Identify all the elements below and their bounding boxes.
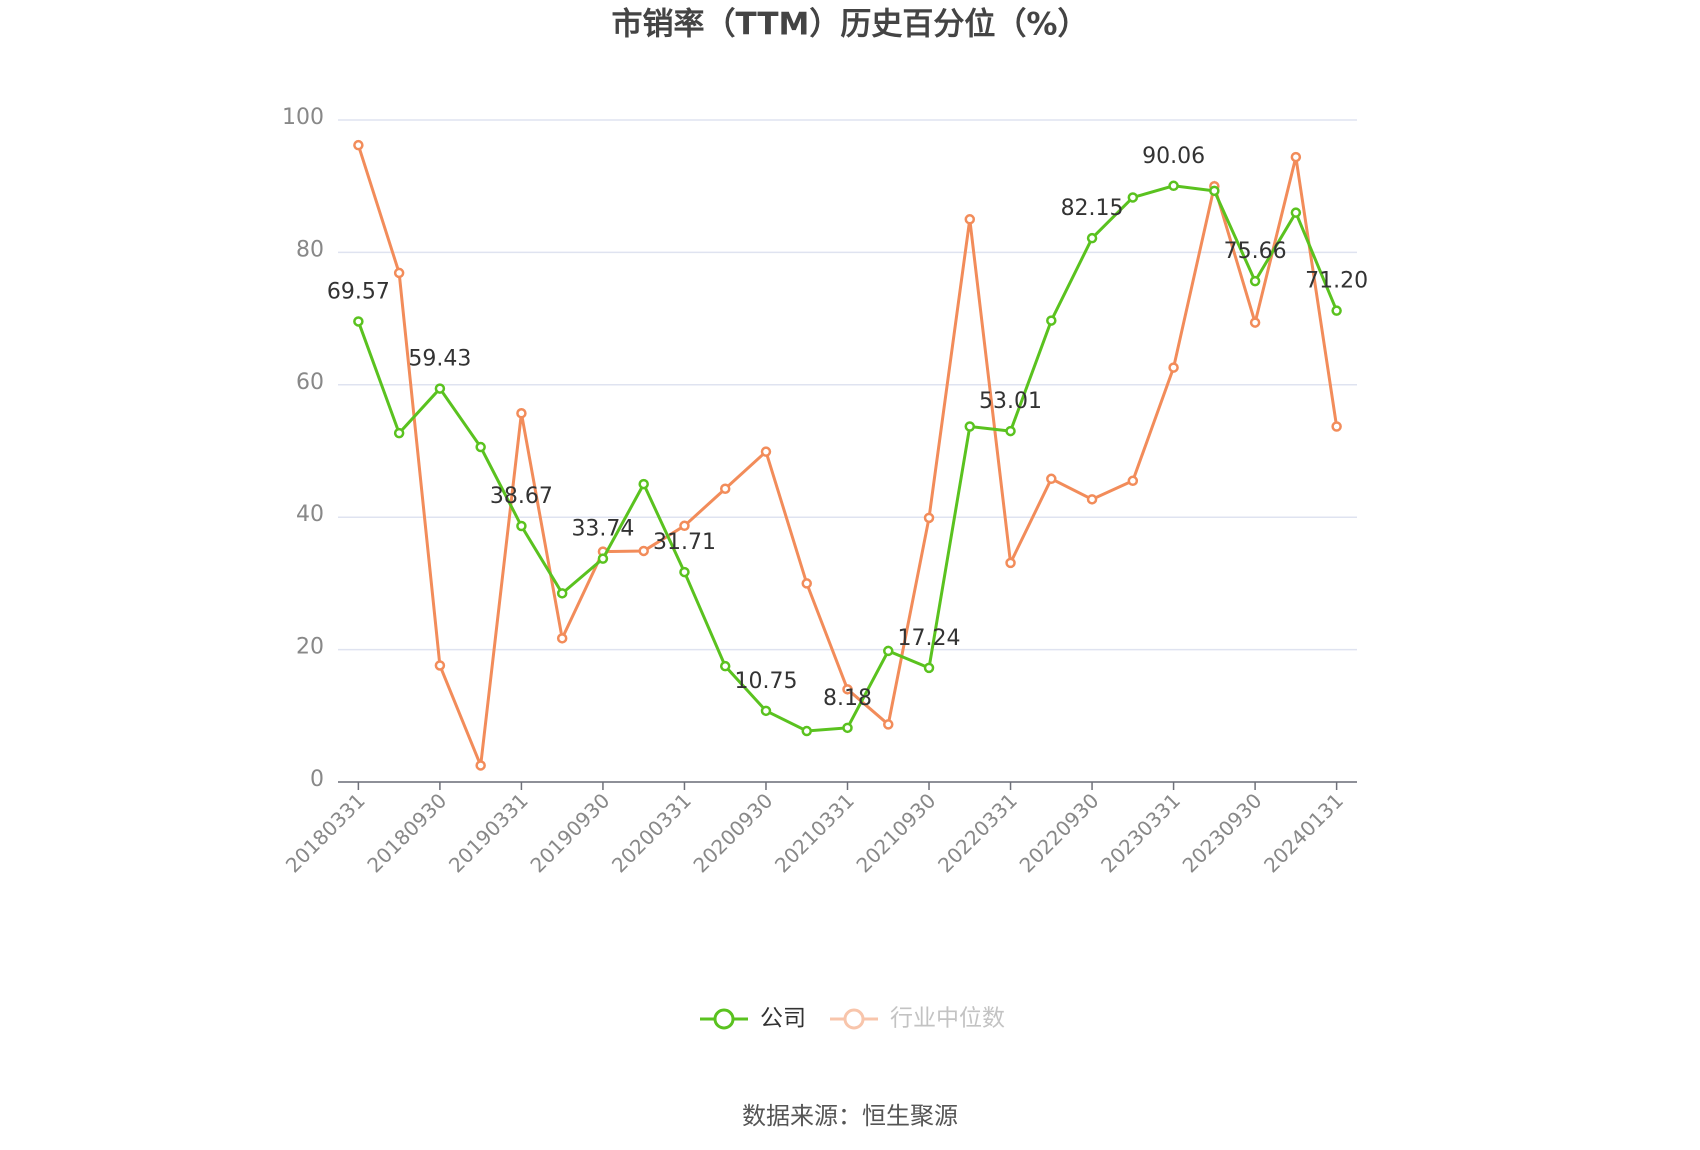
data-point <box>556 588 568 599</box>
data-point <box>638 545 649 557</box>
x-tick-label: 20240131 <box>1259 788 1348 877</box>
data-point <box>638 478 649 490</box>
x-tick-label: 20190930 <box>525 788 614 877</box>
data-point <box>393 427 405 439</box>
data-point <box>353 139 364 151</box>
legend-marker <box>713 1008 735 1030</box>
data-point <box>842 684 853 695</box>
data-point <box>719 483 731 494</box>
data-point <box>1249 275 1261 287</box>
chart-title: 市销率（TTM）历史百分位（%） <box>612 7 1089 43</box>
data-label: 53.01 <box>979 389 1042 414</box>
data-point <box>679 520 690 532</box>
data-point <box>760 705 772 717</box>
legend-marker <box>843 1008 865 1030</box>
legend-item[interactable]: 行业中位数 <box>830 1006 1005 1032</box>
data-point <box>475 441 486 453</box>
data-point <box>434 383 446 394</box>
data-point <box>1046 473 1057 485</box>
data-point <box>883 645 894 657</box>
x-tick-label: 20220331 <box>933 788 1022 877</box>
series-line <box>356 144 1339 767</box>
data-point <box>679 566 690 578</box>
source-note: 数据来源：恒生聚源 <box>742 1102 958 1130</box>
data-label: 75.66 <box>1224 239 1287 264</box>
data-point <box>1331 305 1342 316</box>
data-point <box>1005 425 1016 437</box>
data-point <box>556 633 568 644</box>
x-tick-label: 20230930 <box>1178 788 1267 877</box>
data-point <box>597 553 609 564</box>
y-tick-label: 80 <box>296 237 324 262</box>
y-tick-label: 0 <box>310 767 324 792</box>
x-tick-label: 20210930 <box>851 788 940 877</box>
data-point <box>923 662 935 674</box>
data-label: 59.43 <box>408 347 471 372</box>
data-point <box>883 719 894 730</box>
legend-label: 行业中位数 <box>890 1006 1005 1032</box>
x-tick-label: 20190331 <box>444 788 533 877</box>
data-label: 10.75 <box>734 669 797 694</box>
x-tick-label: 20220930 <box>1015 788 1104 877</box>
data-point <box>801 578 812 589</box>
data-point <box>1168 180 1179 192</box>
x-tick-label: 20180331 <box>281 788 370 877</box>
data-point <box>1086 232 1098 244</box>
legend-item[interactable]: 公司 <box>700 1006 806 1032</box>
data-label: 17.24 <box>898 626 961 651</box>
data-point <box>1046 315 1057 326</box>
legend-label: 公司 <box>760 1006 806 1032</box>
y-tick-label: 20 <box>296 635 324 660</box>
x-tick-label: 20200930 <box>688 788 777 877</box>
data-label: 69.57 <box>327 279 390 304</box>
data-label: 71.20 <box>1305 269 1368 294</box>
data-point <box>516 408 527 419</box>
data-point <box>719 660 731 672</box>
data-point <box>1005 557 1016 569</box>
data-point <box>353 316 364 327</box>
data-label: 38.67 <box>490 484 553 509</box>
x-tick-label: 20210331 <box>770 788 859 877</box>
data-point <box>1290 151 1302 163</box>
data-point <box>1290 207 1302 218</box>
data-point <box>1331 421 1342 432</box>
data-label: 8.18 <box>823 686 872 711</box>
data-point <box>1209 185 1220 197</box>
data-point <box>516 520 527 532</box>
y-tick-label: 60 <box>296 370 324 395</box>
data-point <box>842 722 853 734</box>
data-point <box>923 512 935 524</box>
data-point <box>475 760 486 771</box>
data-point <box>964 421 976 432</box>
x-tick-label: 20180930 <box>362 788 451 877</box>
data-point <box>1168 362 1179 373</box>
data-point <box>760 446 772 457</box>
data-label: 82.15 <box>1061 196 1124 221</box>
data-point <box>1127 475 1139 487</box>
data-point <box>393 267 405 279</box>
y-tick-label: 40 <box>296 502 324 527</box>
data-point <box>1086 494 1098 505</box>
y-tick-label: 100 <box>282 105 324 130</box>
data-point <box>964 214 976 225</box>
data-point <box>801 725 812 737</box>
data-point <box>1249 317 1261 328</box>
x-tick-label: 20200331 <box>607 788 696 877</box>
data-point <box>1127 192 1139 203</box>
data-label: 90.06 <box>1142 144 1205 169</box>
data-label: 31.71 <box>653 530 716 555</box>
x-tick-label: 20230331 <box>1096 788 1185 877</box>
data-label: 33.74 <box>571 517 634 542</box>
data-point <box>434 660 446 671</box>
